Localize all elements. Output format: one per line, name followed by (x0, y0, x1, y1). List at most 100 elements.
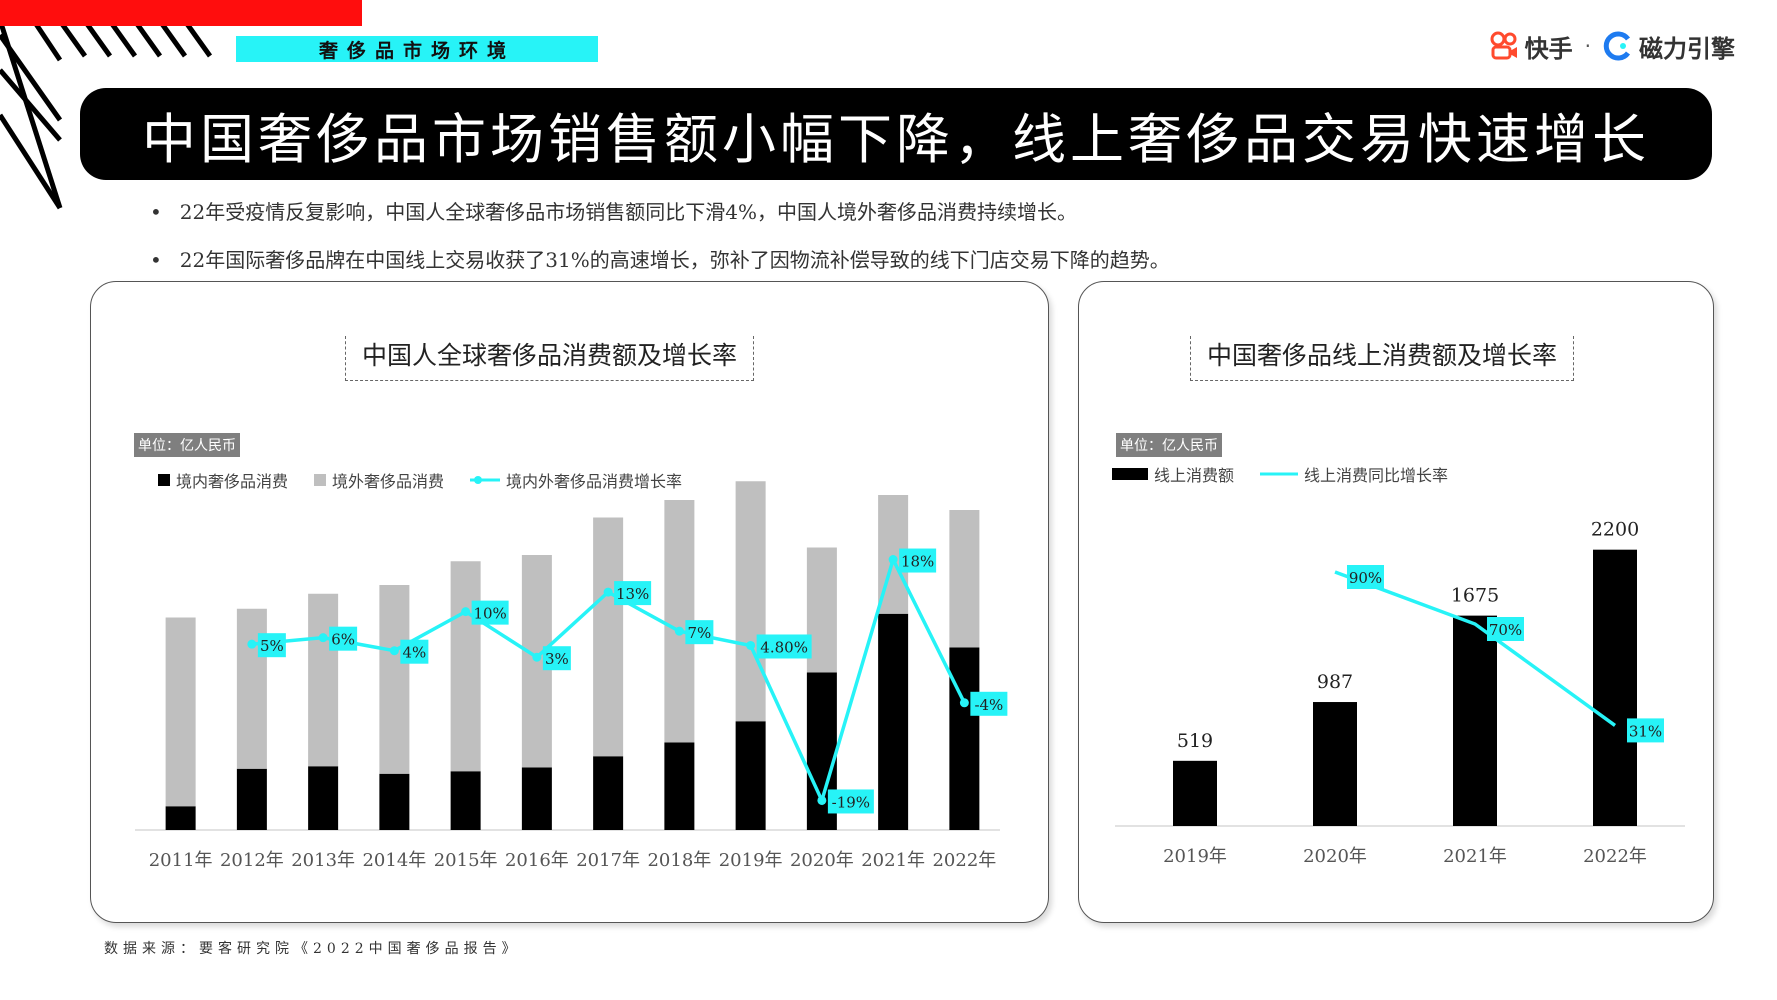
x-tick-label: 2020年 (1303, 846, 1367, 867)
growth-label-bg (542, 646, 571, 671)
logo-separator: · (1584, 34, 1591, 58)
page-title: 中国奢侈品市场销售额小幅下降，线上奢侈品交易快速增长 (80, 88, 1712, 180)
bar-primary (1173, 760, 1217, 826)
x-tick-label: 2011年 (149, 850, 213, 871)
bar-value-label: 519 (1177, 730, 1213, 752)
x-tick-label: 2019年 (1163, 846, 1227, 867)
growth-label-bg (257, 633, 286, 658)
growth-rate-point (389, 646, 399, 656)
legend-line-marker-icon (470, 476, 501, 484)
growth-rate-point (959, 698, 969, 708)
bar-primary (521, 767, 552, 830)
legend-global: 境内奢侈品消费 境外奢侈品消费 境内外奢侈品消费增长率 (158, 468, 682, 492)
bullet-text: 22年受疫情反复影响，中国人全球奢侈品市场销售额同比下滑4%，中国人境外奢侈品消… (179, 200, 1077, 224)
x-tick-label: 2012年 (220, 850, 284, 871)
chart-title-online: 中国奢侈品线上消费额及增长率 (1190, 336, 1575, 381)
x-tick-label: 2019年 (719, 850, 783, 871)
bar-primary (1313, 702, 1357, 826)
bar-primary (1593, 549, 1637, 826)
bar-primary (379, 773, 410, 830)
cili-logo-icon (1603, 31, 1631, 61)
x-tick-label: 2018年 (647, 850, 711, 871)
bar-secondary (236, 608, 267, 769)
growth-label-bg (685, 620, 714, 645)
unit-label-online: 单位：亿人民币 (1116, 433, 1222, 457)
legend-item-domestic: 境内奢侈品消费 (158, 468, 288, 492)
bar-primary (949, 647, 980, 830)
bar-secondary (806, 547, 837, 673)
chart-global-consumption: 2011年 2012年 2013年 2014年 2015年 2016年 2017年 2018年… (135, 481, 1008, 871)
chart-title-global: 中国人全球奢侈品消费额及增长率 (345, 336, 755, 381)
x-tick-label: 2021年 (861, 850, 925, 871)
growth-rate-label: 4.80% (760, 638, 808, 656)
growth-label-bg (614, 581, 652, 606)
bar-secondary (450, 561, 481, 772)
cili-logo-text: 磁力引擎 (1639, 34, 1735, 63)
x-tick-label: 2022年 (932, 850, 996, 871)
data-source: 数据来源：要客研究院《2022中国奢侈品报告》 (104, 941, 521, 957)
bar-value-label: 1675 (1451, 585, 1499, 607)
growth-label-bg (756, 634, 812, 659)
x-tick-label: 2021年 (1443, 846, 1507, 867)
growth-rate-label: 70% (1489, 621, 1522, 639)
growth-rate-point (461, 607, 471, 617)
growth-rate-label: 4% (402, 644, 426, 662)
x-tick-label: 2017年 (576, 850, 640, 871)
growth-rate-label: 10% (473, 605, 506, 623)
bar-primary (664, 742, 695, 830)
bullet-list: • 22年受疫情反复影响，中国人全球奢侈品市场销售额同比下滑4%，中国人境外奢侈品… (150, 196, 1650, 292)
bar-secondary (593, 517, 624, 757)
legend-line-icon (1260, 472, 1299, 476)
growth-rate-point (532, 652, 542, 662)
bullet-text: 22年国际奢侈品牌在中国线上交易收获了31%的高速增长，弥补了因物流补偿导致的线… (179, 248, 1170, 272)
growth-rate-point (817, 795, 827, 805)
bar-primary (450, 771, 481, 830)
bar-secondary (735, 481, 766, 722)
bar-primary (593, 756, 624, 830)
growth-label-bg (1347, 565, 1384, 589)
growth-label-bg (970, 691, 1008, 716)
growth-rate-label: 90% (1349, 569, 1382, 587)
legend-item-overseas: 境外奢侈品消费 (314, 468, 444, 492)
growth-rate-point (318, 633, 328, 643)
growth-rate-label: 7% (687, 624, 711, 642)
section-tag: 奢侈品市场环境 (236, 36, 598, 62)
bar-secondary (308, 593, 339, 767)
growth-rate-line (1334, 570, 1617, 727)
legend-item-growth-rate: 境内外奢侈品消费增长率 (470, 468, 682, 492)
x-tick-label: 2020年 (790, 850, 854, 871)
x-tick-label: 2015年 (434, 850, 498, 871)
bar-primary (236, 768, 267, 830)
bar-primary (1453, 615, 1497, 826)
bar-secondary (379, 585, 410, 774)
chart-online-consumption: 519 2019年 987 2020年 1675 2021年 2200 2022年 90% 70%… (1115, 519, 1685, 867)
growth-rate-point (746, 640, 756, 650)
bar-secondary (165, 617, 196, 807)
growth-rate-label: 5% (260, 637, 284, 655)
bar-secondary (949, 510, 980, 648)
x-tick-label: 2013年 (291, 850, 355, 871)
growth-label-bg (899, 548, 937, 573)
growth-rate-label: -19% (832, 793, 870, 811)
growth-label-bg (471, 600, 509, 625)
bar-primary (165, 806, 196, 830)
x-tick-label: 2016年 (505, 850, 569, 871)
bullet-item: • 22年受疫情反复影响，中国人全球奢侈品市场销售额同比下滑4%，中国人境外奢侈品… (150, 196, 1650, 244)
legend-item-online-growth: 线上消费同比增长率 (1260, 462, 1448, 486)
top-red-bar (0, 0, 362, 26)
growth-rate-point (247, 639, 257, 649)
x-tick-label: 2022年 (1583, 846, 1647, 867)
x-tick-label: 2014年 (362, 850, 426, 871)
kuaishou-logo-icon (1490, 31, 1517, 60)
growth-rate-point (674, 626, 684, 636)
growth-rate-label: 6% (331, 631, 355, 649)
growth-label-bg (329, 626, 358, 651)
bar-primary (878, 613, 909, 830)
brand-logo: 快手 · 磁力引擎 (1489, 26, 1735, 66)
bullet-item: • 22年国际奢侈品牌在中国线上交易收获了31%的高速增长，弥补了因物流补偿导致的… (150, 244, 1650, 292)
growth-label-bg (1487, 617, 1524, 641)
legend-item-online-amount: 线上消费额 (1112, 462, 1234, 486)
legend-online: 线上消费额 线上消费同比增长率 (1112, 462, 1448, 486)
growth-rate-label: -4% (974, 696, 1003, 714)
growth-label-bg (400, 639, 429, 664)
